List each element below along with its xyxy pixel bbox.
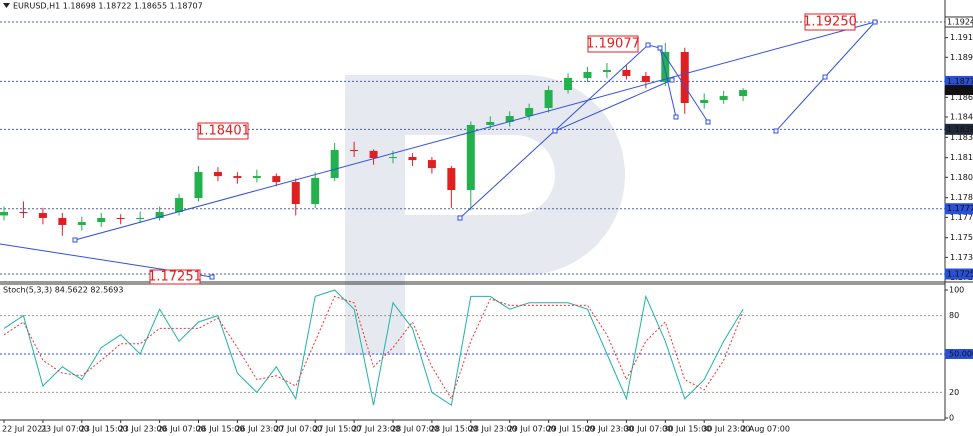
x-tick-label: 29 Jul 07:00 — [508, 425, 556, 434]
y-tick-label: 1.17390 — [950, 253, 973, 262]
candle-body — [447, 168, 456, 191]
y-tick-label: 1.19120 — [950, 33, 973, 42]
candle-body — [175, 198, 184, 213]
x-tick-label: 27 Jul 07:00 — [274, 425, 322, 434]
x-tick-label: 27 Jul 15:00 — [313, 425, 361, 434]
indicator-tick-label: 50.0000 — [949, 350, 973, 359]
candle-body — [719, 96, 728, 100]
candle-body — [136, 217, 145, 220]
candle-body — [38, 213, 47, 218]
candle-body — [564, 77, 573, 91]
candle-body — [252, 176, 261, 178]
x-tick-label: 26 Jul 15:00 — [197, 425, 245, 434]
x-tick-label: 23 Jul 07:00 — [41, 425, 89, 434]
x-tick-label: 28 Jul 07:00 — [391, 425, 439, 434]
y-tick-label: 1.17705 — [950, 213, 973, 222]
x-tick-label: 23 Jul 23:00 — [119, 425, 167, 434]
x-tick-label: 29 Jul 23:00 — [586, 425, 634, 434]
candle-body — [194, 172, 203, 199]
y-tick-label: 1.18495 — [950, 112, 973, 121]
y-tick-label: 1.18335 — [950, 133, 973, 142]
candle-body — [213, 172, 222, 177]
candle-body — [641, 75, 650, 82]
x-tick-label: 22 Jul 2021 — [2, 425, 47, 434]
last-price-label: 1.18707 — [947, 86, 973, 95]
candle-body — [408, 157, 417, 161]
level-box — [944, 203, 973, 215]
candle-body — [505, 115, 514, 122]
candle-body — [291, 182, 300, 205]
annotation: 1.18401 — [196, 124, 250, 139]
y-tick-label: 1.18020 — [950, 173, 973, 182]
annotations: 1.19250 1.19077 1.18401 1.17251 — [148, 13, 857, 285]
level-box — [944, 16, 973, 28]
candle-body — [700, 99, 709, 104]
candle-body — [77, 222, 86, 225]
candle-body — [233, 176, 242, 178]
x-tick-label: 23 Jul 15:00 — [80, 425, 128, 434]
indicator-tick-label: 0 — [949, 414, 954, 423]
y-tick-label: 1.18650 — [950, 93, 973, 102]
x-tick-label: 28 Jul 15:00 — [430, 425, 478, 434]
y-tick-label: 1.18965 — [950, 53, 973, 62]
candle-body — [272, 176, 281, 183]
candle-body — [350, 150, 359, 152]
candle-body — [19, 212, 28, 214]
candle-body — [389, 157, 397, 159]
indicator-line — [3, 295, 744, 400]
level-label: 1.18775 — [947, 77, 973, 86]
indicator-tick-label: 80 — [949, 311, 959, 320]
annotation: 1.19250 — [803, 15, 857, 30]
indicator-line — [3, 289, 744, 407]
candle-body — [0, 212, 8, 216]
level-label: 1.19243 — [947, 17, 973, 26]
indicator-tick-label: 100 — [949, 286, 964, 295]
chart-title: EURUSD,H1 1.18698 1.18722 1.18655 1.1870… — [13, 2, 203, 11]
level-box — [944, 123, 973, 135]
level-label: 1.17259 — [947, 270, 973, 279]
x-tick-label: 2 Aug 07:00 — [741, 425, 790, 434]
candle-body — [739, 90, 748, 97]
level-box — [945, 349, 973, 359]
candle-body — [525, 107, 534, 116]
x-tick-label: 30 Jul 07:00 — [624, 425, 672, 434]
y-tick-label: 1.17860 — [950, 193, 973, 202]
candle-body — [116, 217, 125, 220]
annotation: 1.19077 — [586, 37, 640, 52]
level-label: 1.18398 — [947, 125, 973, 134]
candle-body — [330, 150, 339, 178]
candle-body — [466, 125, 475, 191]
last-price-box — [945, 85, 973, 96]
x-tick-label: 29 Jul 15:00 — [547, 425, 595, 434]
candle-body — [369, 150, 378, 159]
candle-body — [486, 121, 495, 126]
menu-icon — [3, 3, 10, 8]
indicator-tick-label: 20 — [949, 388, 959, 397]
x-tick-label: 26 Jul 07:00 — [158, 425, 206, 434]
candle-body — [427, 160, 436, 169]
candle-body — [311, 177, 320, 205]
candle-body — [602, 69, 611, 73]
level-box — [944, 268, 973, 280]
x-tick-label: 28 Jul 23:00 — [469, 425, 517, 434]
candle-body — [661, 51, 670, 82]
candle-body — [622, 69, 631, 76]
candle-body — [583, 72, 592, 78]
candle-body — [58, 217, 67, 225]
candle-body — [680, 51, 689, 104]
y-tick-label: 1.17545 — [950, 233, 973, 242]
y-tick-label: 1.18175 — [950, 153, 973, 162]
candle-body — [155, 212, 164, 218]
candle-body — [97, 217, 106, 223]
x-tick-label: 27 Jul 23:00 — [352, 425, 400, 434]
x-tick-label: 30 Jul 23:00 — [702, 425, 750, 434]
candle-body — [544, 90, 553, 108]
x-tick-label: 30 Jul 15:00 — [663, 425, 711, 434]
indicator-title: Stoch(5,3,3) 84.5622 82.5693 — [3, 286, 123, 295]
level-label: 1.17773 — [947, 204, 973, 213]
x-tick-label: 26 Jul 23:00 — [235, 425, 283, 434]
annotation: 1.17251 — [148, 270, 202, 285]
